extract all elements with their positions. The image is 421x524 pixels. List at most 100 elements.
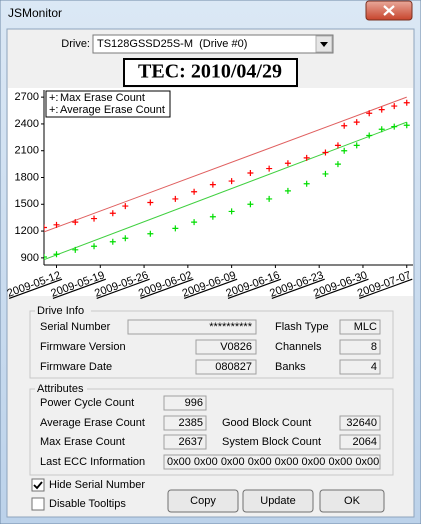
buttons: Copy Update OK xyxy=(167,489,385,513)
point xyxy=(72,246,79,253)
point xyxy=(366,132,373,139)
legend-label: Average Erase Count xyxy=(60,104,165,116)
point xyxy=(353,142,360,149)
checkbox[interactable] xyxy=(31,497,45,511)
point xyxy=(353,119,360,126)
point xyxy=(403,122,410,129)
field-value: MLC xyxy=(354,321,377,333)
point xyxy=(266,195,273,202)
legend-box xyxy=(45,90,171,118)
attributes-group xyxy=(29,388,394,476)
drive-info-group xyxy=(29,310,394,379)
point xyxy=(122,235,129,242)
point xyxy=(334,161,341,168)
point xyxy=(378,126,385,133)
field-label: Average Erase Count xyxy=(40,417,145,429)
point xyxy=(147,199,154,206)
checkbox[interactable] xyxy=(31,478,45,492)
point xyxy=(172,195,179,202)
field-value: ********** xyxy=(209,321,253,333)
field-value: 2637 xyxy=(179,436,203,448)
point xyxy=(147,230,154,237)
button[interactable] xyxy=(242,489,314,513)
drive-combo[interactable] xyxy=(92,34,334,54)
legend-marker: +: xyxy=(49,104,58,116)
tec-date: TEC: 2010/04/29 xyxy=(138,61,282,83)
point xyxy=(72,219,79,226)
tec-box xyxy=(123,58,298,87)
field-label: System Block Count xyxy=(222,436,321,448)
point xyxy=(91,215,98,222)
point xyxy=(109,238,116,245)
legend-marker: +: xyxy=(49,92,58,104)
point xyxy=(341,147,348,154)
button-label: Update xyxy=(260,495,295,507)
y-tick-label: 900 xyxy=(21,252,39,264)
y-tick-label: 2700 xyxy=(15,91,39,103)
field-box xyxy=(163,454,381,470)
legend: +: Max Erase Count+: Average Erase Count xyxy=(45,90,171,118)
plot xyxy=(44,96,410,261)
point xyxy=(403,99,410,106)
point xyxy=(109,210,116,217)
checkmark xyxy=(33,481,43,490)
field-label: Flash Type xyxy=(275,321,329,333)
point xyxy=(228,208,235,215)
group-title-bg xyxy=(35,383,87,395)
trend-line xyxy=(44,121,407,261)
button-label: OK xyxy=(344,495,361,507)
field-value: 2385 xyxy=(179,417,203,429)
field-box xyxy=(339,359,381,375)
field-box xyxy=(195,359,257,375)
options: Hide Serial Number Disable Tooltips xyxy=(31,478,145,511)
trend-line xyxy=(44,96,407,233)
point xyxy=(391,103,398,110)
field-value: 4 xyxy=(371,361,377,373)
field-value: 080827 xyxy=(215,361,252,373)
drive-selected: TS128GSSD25S-M (Drive #0) xyxy=(97,38,247,50)
checkbox-label: Disable Tooltips xyxy=(49,498,126,510)
point xyxy=(284,160,291,167)
point xyxy=(172,225,179,232)
point xyxy=(122,203,129,210)
point xyxy=(303,154,310,161)
drive-label: Drive: xyxy=(61,38,90,50)
point xyxy=(44,224,47,231)
point xyxy=(247,201,254,208)
close-icon xyxy=(383,5,395,16)
window-title: JSMonitor xyxy=(8,6,62,20)
checkbox-label: Hide Serial Number xyxy=(49,479,145,491)
point xyxy=(191,188,198,195)
point xyxy=(303,180,310,187)
field-value: 32640 xyxy=(346,417,377,429)
legend-label: Max Erase Count xyxy=(60,92,145,104)
y-tick-label: 2400 xyxy=(15,118,39,130)
point xyxy=(53,251,60,258)
attributes-title: Attributes xyxy=(37,383,84,395)
field-value: 0x00 0x00 0x00 0x00 0x00 0x00 0x00 0x00 xyxy=(167,456,379,468)
field-label: Serial Number xyxy=(40,321,111,333)
field-box xyxy=(339,434,381,450)
y-tick-label: 2100 xyxy=(15,145,39,157)
point xyxy=(284,187,291,194)
point xyxy=(44,253,47,260)
point xyxy=(366,110,373,117)
point xyxy=(209,181,216,188)
point xyxy=(378,106,385,113)
point xyxy=(266,165,273,172)
field-box xyxy=(163,415,207,431)
button[interactable] xyxy=(319,489,385,513)
button-label: Copy xyxy=(190,495,216,507)
button[interactable] xyxy=(167,489,239,513)
field-label: Max Erase Count xyxy=(40,436,125,448)
point xyxy=(341,122,348,129)
field-value: 2064 xyxy=(353,436,377,448)
point xyxy=(322,149,329,156)
field-box xyxy=(163,395,207,411)
field-box xyxy=(339,319,381,335)
drive-info-title: Drive Info xyxy=(37,305,84,317)
field-label: Channels xyxy=(275,341,322,353)
field-box xyxy=(163,434,207,450)
field-label: Last ECC Information xyxy=(40,456,145,468)
